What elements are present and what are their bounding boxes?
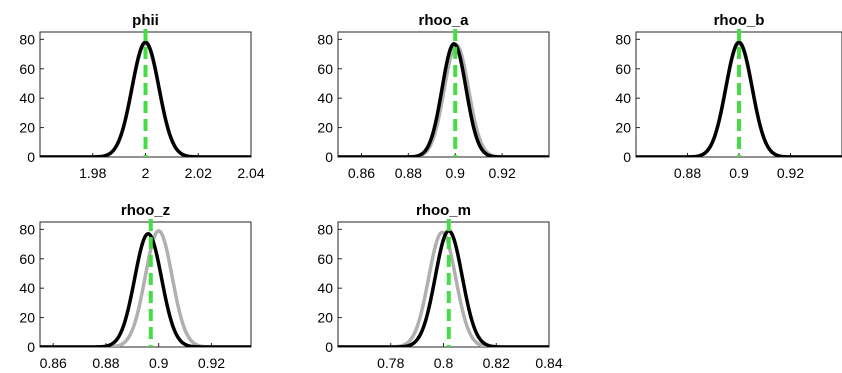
y-tick-label: 80: [615, 31, 631, 47]
axes-box: [39, 221, 252, 348]
y-tick-label: 0: [27, 339, 35, 355]
y-tick-label: 60: [317, 61, 333, 77]
subplot-rhoo_a: rhoo_a 0 20 40 60 80 0.86 0.88 0.9 0.92: [317, 12, 550, 181]
y-tick-label: 20: [317, 310, 333, 326]
y-tick-label: 60: [19, 61, 35, 77]
y-tick-label: 0: [325, 339, 333, 355]
plot-area: [636, 29, 842, 157]
posterior-density-curve: [40, 232, 251, 347]
plot-area: [338, 29, 549, 157]
x-tick-label: 0.78: [377, 355, 404, 371]
posterior-density-curve: [338, 42, 549, 157]
subplot-title: rhoo_m: [416, 202, 471, 219]
subplot-title: phii: [132, 12, 159, 29]
y-tick-label: 60: [615, 61, 631, 77]
plot-area: [40, 29, 251, 157]
y-tick-label: 80: [317, 31, 333, 47]
x-tick-label: 0.92: [198, 355, 225, 371]
x-tick-label: 2: [142, 165, 150, 181]
y-tick-label: 60: [317, 251, 333, 267]
y-tick-label: 0: [27, 149, 35, 165]
y-tick-label: 20: [317, 120, 333, 136]
y-tick-label: 80: [19, 31, 35, 47]
x-tick-label: 0.88: [674, 165, 701, 181]
x-tick-label: 2.02: [185, 165, 212, 181]
y-tick-label: 20: [19, 310, 35, 326]
posterior-density-curve: [636, 40, 842, 157]
subplot-title: rhoo_a: [418, 12, 469, 29]
y-tick-label: 0: [623, 149, 631, 165]
y-tick-label: 60: [19, 251, 35, 267]
x-tick-label: 0.9: [149, 355, 169, 371]
x-tick-label: 0.86: [348, 165, 375, 181]
x-tick-label: 0.8: [434, 355, 454, 371]
subplot-rhoo_z: rhoo_z 0 20 40 60 80 0.86 0.88 0.9 0.92: [19, 202, 252, 371]
prior-density-curve: [338, 230, 549, 347]
subplot-rhoo_m: rhoo_m 0 20 40 60 80 0.78 0.8 0.82 0.84: [317, 202, 562, 371]
x-tick-label: 0.92: [777, 165, 804, 181]
posterior-density-curve: [338, 229, 549, 347]
subplot-title: rhoo_b: [714, 12, 765, 29]
y-tick-label: 0: [325, 149, 333, 165]
x-tick-label: 0.92: [488, 165, 515, 181]
y-tick-label: 40: [615, 90, 631, 106]
x-tick-label: 0.86: [40, 355, 67, 371]
subplot-title: rhoo_z: [121, 202, 170, 219]
y-tick-label: 40: [19, 280, 35, 296]
x-tick-label: 0.84: [535, 355, 562, 371]
y-tick-label: 40: [317, 90, 333, 106]
x-tick-label: 2.04: [237, 165, 264, 181]
y-tick-label: 20: [19, 120, 35, 136]
x-tick-label: 1.98: [79, 165, 106, 181]
x-tick-label: 0.82: [483, 355, 510, 371]
prior-density-curve: [338, 43, 549, 157]
y-tick-label: 80: [317, 221, 333, 237]
y-tick-label: 40: [317, 280, 333, 296]
subplot-phii: phii 0 20 40 60 80 1.98 2 2.02 2.04: [19, 12, 264, 181]
plot-area: [40, 219, 251, 347]
x-tick-label: 0.9: [445, 165, 465, 181]
posterior-density-curve: [40, 40, 251, 157]
x-tick-label: 0.88: [92, 355, 119, 371]
x-tick-label: 0.9: [729, 165, 749, 181]
plot-area: [338, 219, 549, 347]
y-tick-label: 20: [615, 120, 631, 136]
y-tick-label: 40: [19, 90, 35, 106]
subplot-rhoo_b: rhoo_b 0 20 40 60 80 0.88 0.9 0.92: [615, 12, 842, 181]
x-tick-label: 0.88: [395, 165, 422, 181]
y-tick-label: 80: [19, 221, 35, 237]
